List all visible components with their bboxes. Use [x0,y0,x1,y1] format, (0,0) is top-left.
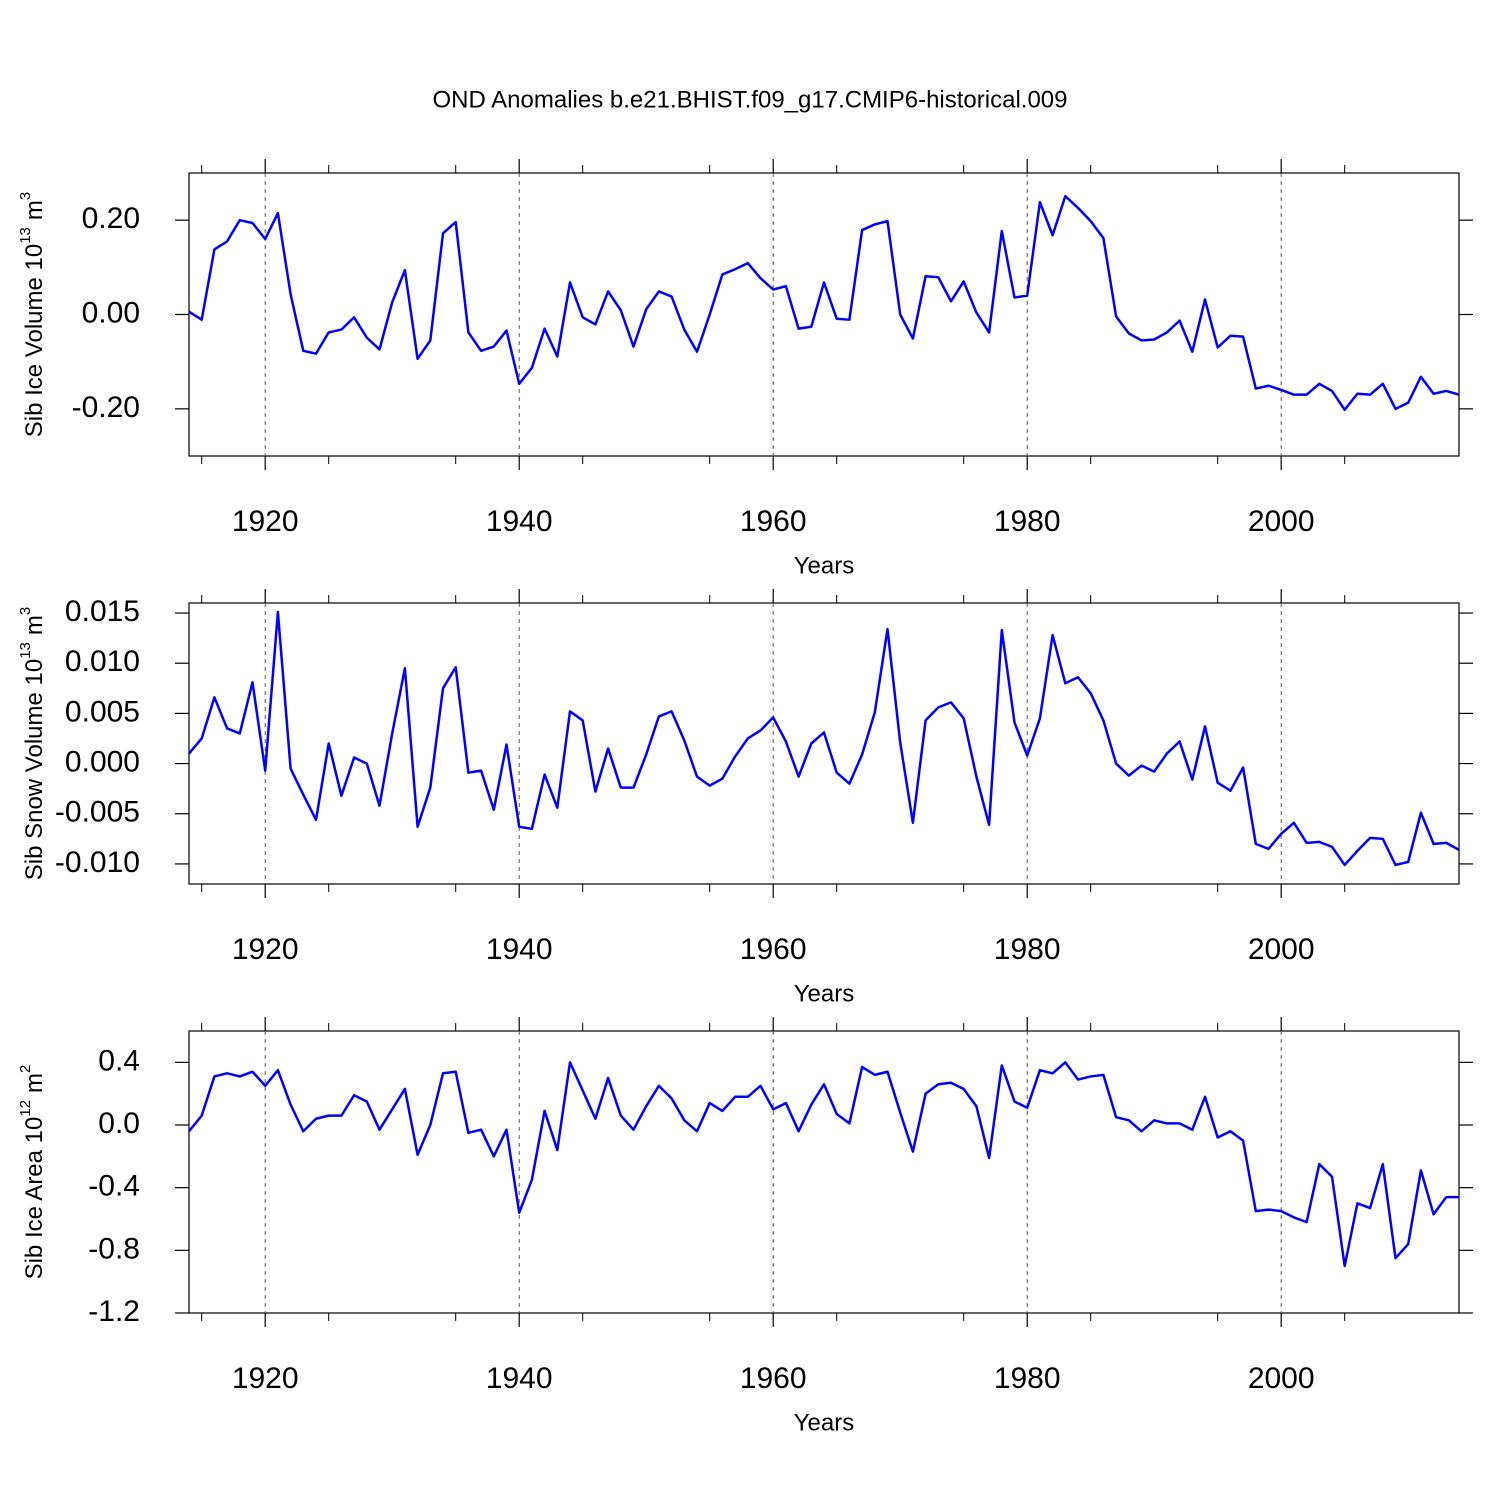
y-axis-title-exponent: 13 [17,227,34,244]
y-axis-title-unit-exponent: 2 [17,1065,34,1073]
x-tick-label: 2000 [1248,1362,1315,1395]
plot-frame [188,1030,1460,1314]
data-line [188,1061,1459,1268]
x-tick-label: 1940 [486,505,553,538]
panel: 1920 1940 1960 1980 2000 Years 0.4 0.0 -0.4 -0.8 -… [17,1017,1473,1436]
y-tick-label: 0.010 [65,645,140,678]
data-line [188,194,1460,412]
y-tick-label: -0.4 [88,1170,140,1203]
y-tick-label: -0.005 [55,796,140,829]
x-tick-label: 1960 [740,505,807,538]
y-tick-label: 0.20 [82,202,140,235]
y-tick-label: 0.015 [65,595,140,628]
y-tick-label: 0.005 [65,695,140,728]
y-tick-label: 0.0 [98,1107,140,1140]
y-axis-title: Sib Ice Area 1012 m2 [17,1065,48,1280]
chart-title: OND Anomalies b.e21.BHIST.f09_g17.CMIP6-… [433,86,1068,113]
x-tick-label: 1980 [994,1362,1061,1395]
y-axis-title-text: Sib Ice Area 10 [21,1117,48,1280]
x-tick-label: 2000 [1248,505,1315,538]
x-tick-label: 1940 [486,1362,553,1395]
x-tick-label: 1960 [740,933,807,966]
x-tick-label: 2000 [1248,933,1315,966]
x-tick-label: 1920 [232,505,299,538]
y-axis-title-exponent: 13 [17,642,34,659]
x-tick-label: 1980 [994,933,1061,966]
y-tick-label: 0.000 [65,745,140,778]
x-tick-label: 1920 [232,1362,299,1395]
y-axis-title: Sib Snow Volume 1013 m3 [17,607,48,881]
x-tick-label: 1920 [232,933,299,966]
x-axis-title: Years [794,552,855,579]
y-axis-title-exponent: 12 [17,1100,34,1117]
panel: OND Anomalies b.e21.BHIST.f09_g17.CMIP6-… [17,86,1473,579]
x-axis-title: Years [794,980,855,1007]
x-axis-title: Years [794,1409,855,1436]
data-line [188,610,1460,867]
y-axis-title-text: Sib Snow Volume 10 [21,659,48,880]
x-tick-label: 1980 [994,505,1061,538]
y-axis-title-unit: m [21,1073,48,1093]
y-axis-title-unit-exponent: 3 [17,192,34,200]
y-axis-title: Sib Ice Volume 1013 m3 [17,192,48,437]
x-tick-label: 1960 [740,1362,807,1395]
y-tick-label: -1.2 [88,1295,140,1328]
panel: 1920 1940 1960 1980 2000 Years 0.015 0.010 0.005… [17,589,1473,1007]
y-axis-title-unit: m [21,615,48,635]
y-tick-label: -0.010 [55,846,140,879]
y-axis-title-text: Sib Ice Volume 10 [21,244,48,437]
y-axis-title-unit-exponent: 3 [17,607,34,615]
y-axis-title-unit: m [21,200,48,220]
y-tick-label: 0.00 [82,296,140,329]
plot-frame [188,172,1460,457]
y-tick-label: -0.8 [88,1232,140,1265]
plot-frame [188,602,1460,885]
y-tick-label: -0.20 [72,391,140,424]
x-tick-label: 1940 [486,933,553,966]
y-tick-label: 0.4 [98,1044,140,1077]
